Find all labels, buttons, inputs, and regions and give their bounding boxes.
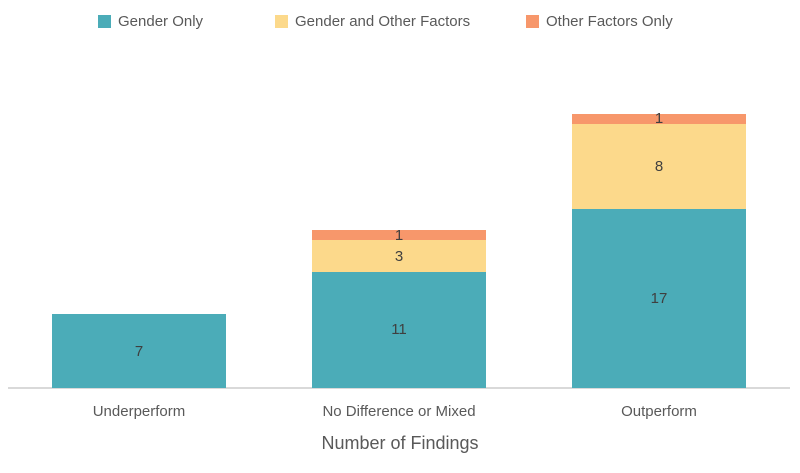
bar-segment: 7 [52,314,226,388]
legend-item: Gender Only [98,13,203,30]
bar-segment: 11 [312,271,486,388]
bar-segment: 3 [312,240,486,272]
x-axis-title: Number of Findings [321,433,479,453]
legend-swatch-icon [98,15,111,28]
data-label: 3 [394,247,404,265]
data-label: 11 [391,321,407,339]
legend-item: Other Factors Only [526,13,673,30]
legend-swatch-icon [526,15,539,28]
data-label: 8 [654,157,664,175]
bar-segment: 1 [572,110,746,128]
legend-label: Gender and Other Factors [295,13,471,30]
x-axis-line [8,387,790,389]
legend-item: Gender and Other Factors [275,13,470,30]
data-label: 7 [134,342,144,360]
category-label: No Difference or Mixed [322,403,476,420]
legend: Gender Only Gender and Other Factors Other… [0,0,800,40]
data-label: 1 [654,110,664,128]
legend-label: Other Factors Only [546,13,673,30]
legend-label: Gender Only [118,13,204,30]
data-label: 17 [650,289,668,307]
category-label: Underperform [92,403,186,420]
bar-segment: 8 [572,124,746,209]
category-label: Outperform [621,403,697,420]
legend-swatch-icon [275,15,288,28]
bar-segment: 17 [572,208,746,388]
data-label: 1 [394,226,404,244]
bar-segment: 1 [312,226,486,244]
